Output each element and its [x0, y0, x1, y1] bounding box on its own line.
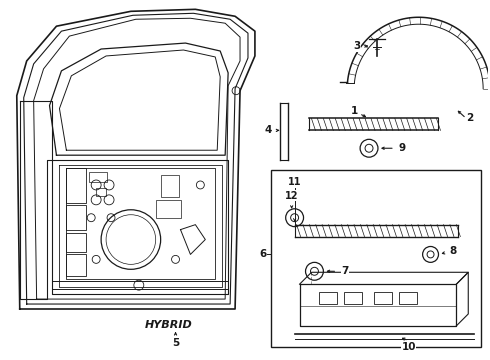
Text: 2: 2: [466, 113, 474, 123]
Text: 1: 1: [350, 105, 358, 116]
Text: 8: 8: [450, 247, 457, 256]
Text: 9: 9: [398, 143, 405, 153]
Text: 5: 5: [172, 338, 179, 348]
Text: 10: 10: [401, 342, 416, 352]
Bar: [161, 175, 178, 197]
Bar: [156, 200, 180, 218]
Text: 7: 7: [342, 266, 349, 276]
Bar: [399, 292, 416, 304]
Text: 4: 4: [264, 125, 271, 135]
Bar: [271, 170, 481, 347]
Bar: [66, 255, 86, 276]
Bar: [344, 292, 362, 304]
Bar: [319, 292, 337, 304]
Bar: [374, 292, 392, 304]
Text: 3: 3: [353, 41, 361, 51]
Text: 12: 12: [285, 191, 298, 201]
Text: 6: 6: [259, 249, 267, 260]
Bar: [89, 172, 107, 182]
Bar: [66, 205, 86, 230]
Bar: [66, 168, 86, 203]
Text: HYBRID: HYBRID: [145, 320, 193, 330]
Bar: [96, 188, 106, 196]
Bar: [66, 233, 86, 252]
Text: 11: 11: [288, 177, 301, 187]
